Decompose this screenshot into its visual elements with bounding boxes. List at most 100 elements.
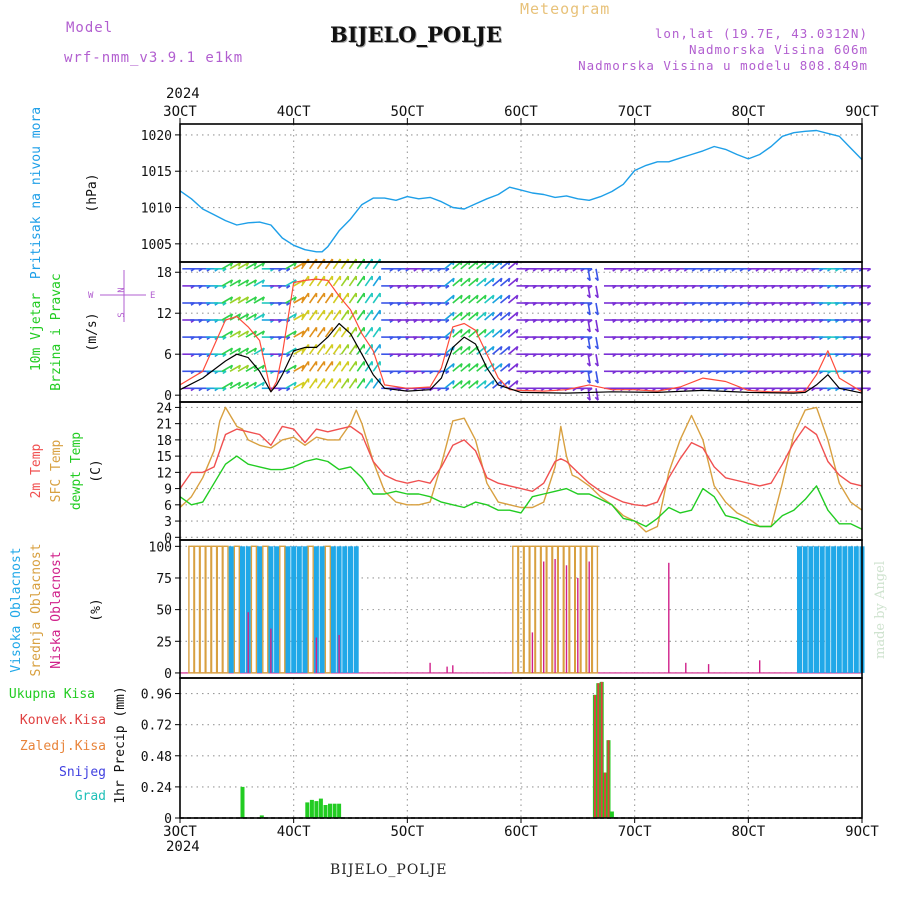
- wind-barb: [300, 309, 310, 321]
- compass-west: W: [88, 291, 94, 301]
- wind-barb: [348, 343, 357, 355]
- mid-cloud-bar: [233, 545, 241, 674]
- wind-barb-head: [588, 302, 593, 306]
- wind-barb: [253, 262, 265, 270]
- low-cloud-axis-label: Niska Oblacnost: [49, 551, 64, 668]
- wind-barb-head: [468, 346, 471, 351]
- wind-barb: [507, 277, 519, 287]
- y-tick-label: 0.24: [141, 781, 172, 796]
- wind-barb: [308, 258, 318, 270]
- wind-barb-head: [499, 277, 503, 283]
- wind-barb-head: [594, 294, 599, 299]
- y-tick-label: 3: [164, 515, 172, 530]
- x-tick-label-top: 5OCT: [390, 104, 424, 120]
- pressure-unit-label: (hPa): [85, 173, 100, 212]
- wind-barb: [308, 326, 318, 338]
- y-tick-label: 1015: [141, 165, 172, 180]
- wind-barb-head: [445, 387, 450, 392]
- wind-barb: [499, 294, 511, 304]
- mid-cloud-bar: [580, 545, 587, 674]
- wind-barb: [595, 371, 599, 384]
- wind-barb-head: [586, 311, 591, 316]
- mid-cloud-bar: [279, 545, 286, 674]
- mid-cloud-bar: [517, 545, 525, 674]
- wind-barb: [300, 326, 310, 338]
- wind-barb: [300, 360, 310, 372]
- wind-barb-head: [507, 277, 511, 283]
- y-tick-label: 0: [164, 531, 172, 546]
- model-name: wrf-nmm_v3.9.1 e1km: [64, 50, 244, 66]
- wind-barb-head: [866, 319, 872, 323]
- wind-barb: [372, 275, 381, 287]
- wind-barb-head: [222, 268, 227, 272]
- wind-barb: [221, 347, 233, 355]
- wind-barb: [340, 258, 349, 270]
- wind-barb-head: [445, 319, 450, 323]
- wind-barb-head: [229, 381, 234, 387]
- wind-barb-head: [245, 313, 250, 319]
- wind-barb: [452, 345, 463, 355]
- wind-barb: [507, 328, 519, 338]
- wind-barb-head: [286, 353, 291, 358]
- wind-barb: [452, 362, 463, 372]
- wind-barb-head: [507, 363, 511, 368]
- wind-barb: [452, 379, 463, 389]
- wind-barb-head: [586, 345, 591, 350]
- wind-barb-head: [594, 362, 599, 367]
- wind-barb-head: [515, 329, 519, 334]
- wind-barb-head: [245, 347, 250, 353]
- total-precip-bar: [240, 786, 245, 818]
- wind-barb: [245, 313, 257, 321]
- wind-barb-head: [301, 313, 305, 319]
- wind-barb-head: [491, 346, 495, 351]
- wind-barb: [340, 309, 349, 321]
- wind-barb-head: [594, 328, 599, 333]
- wind-barb-head: [468, 295, 471, 300]
- wind-barb: [229, 279, 241, 287]
- wind-barb: [293, 381, 305, 389]
- wind-barb-head: [476, 295, 479, 300]
- high-cloud-bar: [313, 546, 319, 673]
- panel-frame-clouds: [179, 539, 863, 679]
- total-precip-bar: [309, 799, 314, 818]
- wind-barb: [492, 345, 503, 355]
- wind-barb-head: [515, 295, 519, 300]
- total-precip-bar: [323, 805, 328, 818]
- wind-barb: [595, 388, 599, 401]
- mid-cloud-bar: [324, 545, 331, 674]
- wind-barb: [348, 360, 357, 372]
- y-tick-label: 18: [156, 434, 172, 449]
- wind-barb: [340, 360, 349, 372]
- wind-barb-head: [261, 296, 266, 301]
- wind-barb-head: [301, 296, 305, 301]
- compass-south: S: [117, 312, 127, 317]
- wind-barb-head: [237, 347, 242, 353]
- wind-barbs: [182, 258, 872, 401]
- temp-unit-label: (C): [89, 459, 104, 482]
- wind-barb: [499, 362, 511, 372]
- wind-barb: [444, 328, 455, 338]
- wind-barb-head: [491, 380, 495, 385]
- y-tick-label: 1010: [141, 202, 172, 217]
- wind-barb: [364, 309, 373, 321]
- mid-cloud-bar: [534, 545, 542, 674]
- panel-frame-pressure: [179, 123, 863, 263]
- wind-barb: [468, 345, 479, 355]
- precip-legend-convective: Konvek.Kisa: [20, 713, 106, 728]
- x-tick-label-bottom: 3OCT: [163, 824, 197, 840]
- wind-barb-head: [261, 330, 266, 336]
- wind-barb: [293, 347, 305, 355]
- x-tick-label-bottom: 6OCT: [504, 824, 538, 840]
- panel-frame-temperature: [179, 401, 863, 541]
- mid-cloud-axis-label: Srednja Oblacnost: [29, 543, 44, 676]
- wind-barb-head: [301, 262, 305, 267]
- wind-barb-head: [460, 346, 463, 351]
- wind-barb: [229, 330, 241, 338]
- wind-barb-head: [452, 363, 455, 368]
- wind-barb: [293, 296, 305, 304]
- y-tick-label: 0: [164, 389, 172, 404]
- wind-barb-head: [586, 379, 591, 384]
- total-precip-bar: [259, 815, 264, 818]
- wind-barb: [245, 330, 257, 338]
